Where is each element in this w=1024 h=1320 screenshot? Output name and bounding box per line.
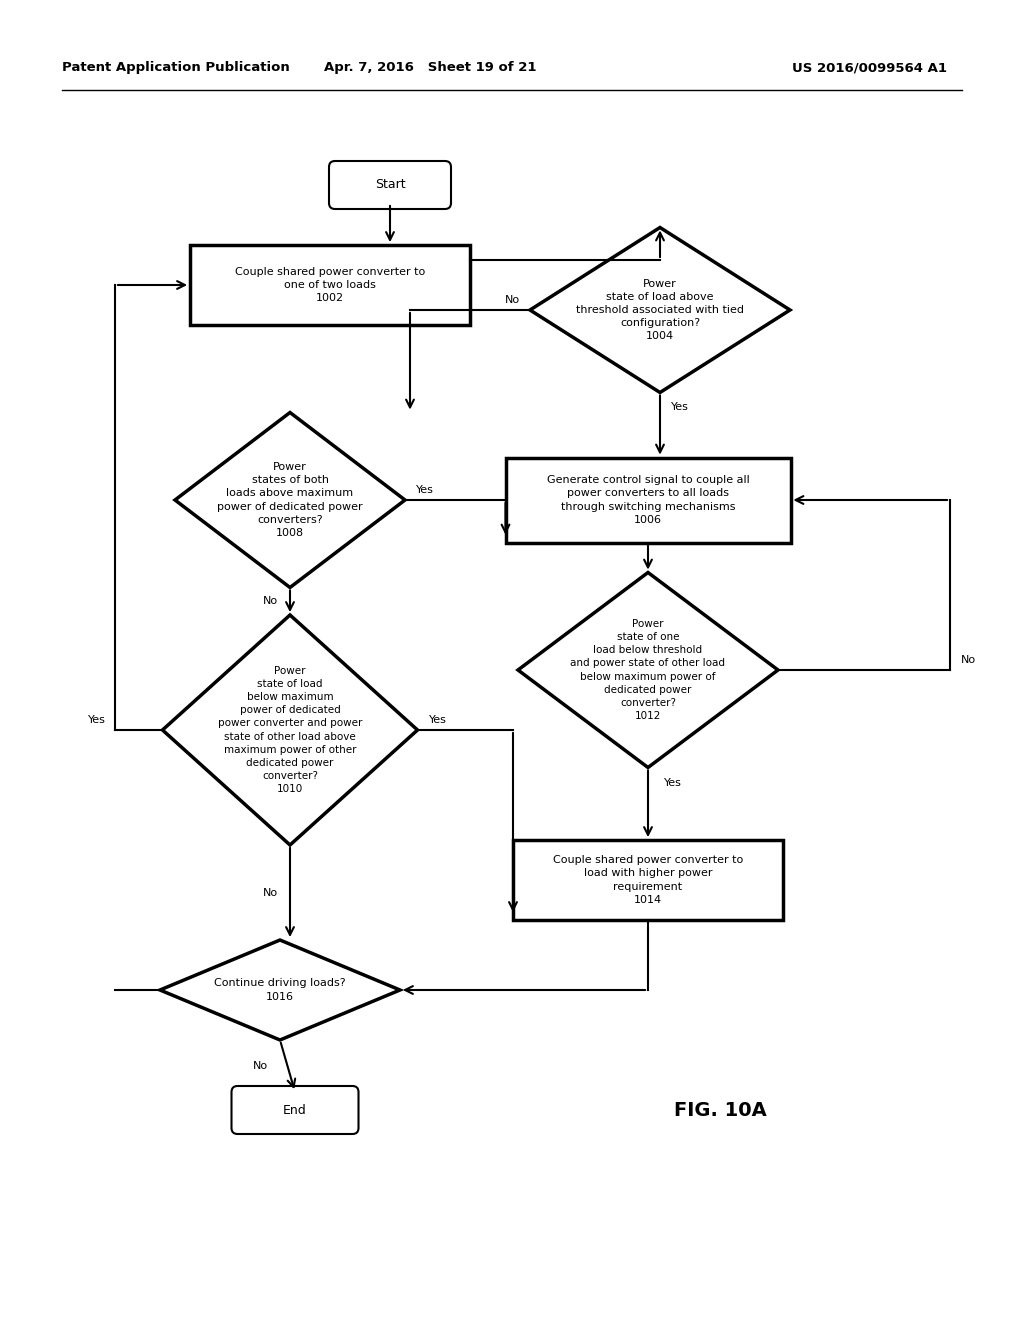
Text: Couple shared power converter to
load with higher power
requirement
1014: Couple shared power converter to load wi… — [553, 855, 743, 904]
Text: No: No — [253, 1061, 267, 1071]
Text: Yes: Yes — [416, 484, 434, 495]
Polygon shape — [530, 227, 790, 392]
FancyBboxPatch shape — [329, 161, 451, 209]
Text: Yes: Yes — [664, 777, 682, 788]
Text: Apr. 7, 2016   Sheet 19 of 21: Apr. 7, 2016 Sheet 19 of 21 — [324, 62, 537, 74]
Text: Yes: Yes — [88, 715, 105, 725]
Text: FIG. 10A: FIG. 10A — [674, 1101, 766, 1119]
Bar — [513, 840, 783, 920]
Polygon shape — [175, 412, 406, 587]
Text: Yes: Yes — [429, 715, 446, 725]
Text: Couple shared power converter to
one of two loads
1002: Couple shared power converter to one of … — [234, 267, 425, 304]
Polygon shape — [160, 940, 400, 1040]
Text: Power
state of one
load below threshold
and power state of other load
below maxi: Power state of one load below threshold … — [570, 619, 725, 721]
Text: No: No — [262, 597, 278, 606]
Polygon shape — [518, 573, 778, 767]
Text: Yes: Yes — [671, 403, 689, 412]
Text: Power
states of both
loads above maximum
power of dedicated power
converters?
10: Power states of both loads above maximum… — [217, 462, 362, 539]
Text: Generate control signal to couple all
power converters to all loads
through swit: Generate control signal to couple all po… — [547, 475, 750, 525]
Text: End: End — [283, 1104, 307, 1117]
Text: Patent Application Publication: Patent Application Publication — [62, 62, 290, 74]
Text: US 2016/0099564 A1: US 2016/0099564 A1 — [793, 62, 947, 74]
Polygon shape — [163, 615, 418, 845]
Text: Power
state of load above
threshold associated with tied
configuration?
1004: Power state of load above threshold asso… — [575, 279, 744, 342]
Text: No: No — [505, 294, 519, 305]
Bar — [506, 458, 791, 543]
Text: Power
state of load
below maximum
power of dedicated
power converter and power
s: Power state of load below maximum power … — [218, 665, 362, 795]
FancyBboxPatch shape — [231, 1086, 358, 1134]
Text: Continue driving loads?
1016: Continue driving loads? 1016 — [214, 978, 346, 1002]
Text: Start: Start — [375, 178, 406, 191]
Bar — [190, 246, 470, 325]
Text: No: No — [262, 887, 278, 898]
Text: No: No — [961, 655, 976, 665]
